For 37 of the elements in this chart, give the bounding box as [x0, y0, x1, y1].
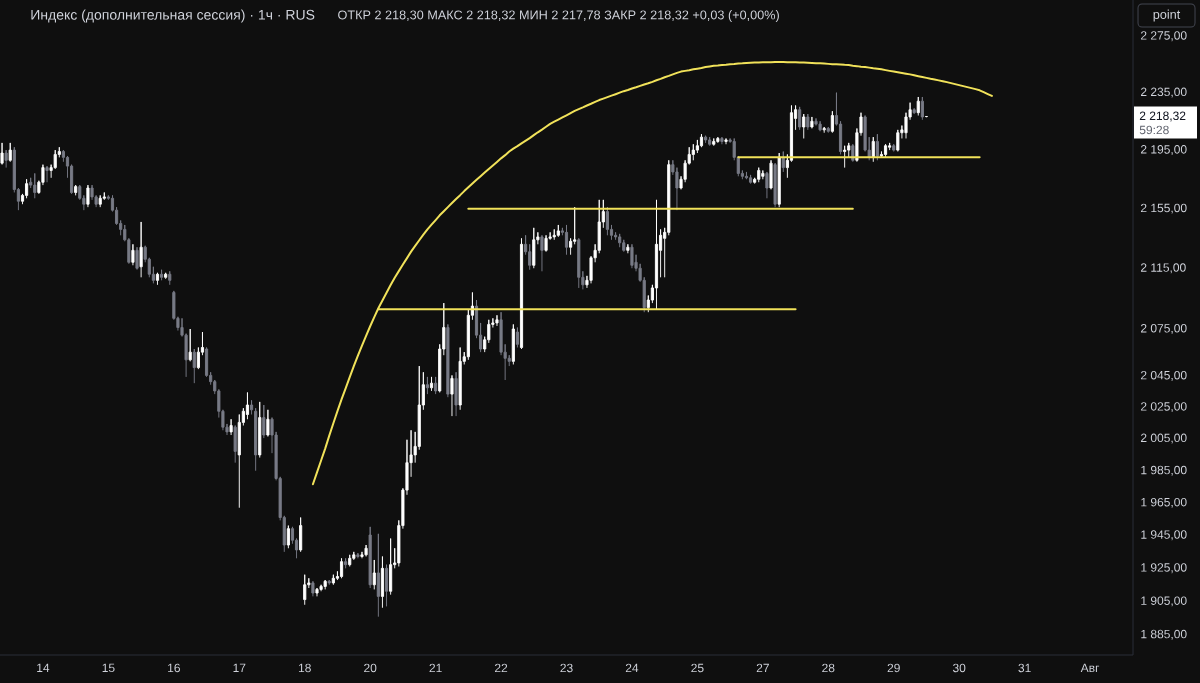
- y-tick-label: 1 945,00: [1141, 530, 1187, 541]
- y-tick-label: 1 885,00: [1141, 629, 1187, 640]
- text: Индекс (дополнительная сессия) · 1ч · RUS: [31, 9, 315, 23]
- text: ОТКР 2 218,30 МАКС 2 218,32 МИН 2 217,78 ЗАКР 2 218,32 +0,03 (+0,00%): [338, 10, 779, 22]
- x-tick-label: Авг: [1080, 663, 1100, 672]
- x-tick-label: 25: [691, 663, 704, 673]
- x-tick-label: 20: [364, 663, 377, 673]
- y-tick-label: 2 275,00: [1140, 31, 1187, 42]
- text: 59:28: [1139, 125, 1169, 135]
- y-tick-label: 1 925,00: [1141, 563, 1187, 574]
- y-tick-label: 2 005,00: [1140, 433, 1187, 444]
- y-tick-label: 1 965,00: [1141, 497, 1187, 508]
- x-tick-label: 30: [952, 663, 966, 673]
- y-tick-label: 2 235,00: [1140, 87, 1187, 98]
- x-tick-label: 29: [887, 663, 900, 673]
- y-tick-label: 1 905,00: [1141, 596, 1187, 607]
- y-tick-label: 2 075,00: [1140, 324, 1187, 334]
- x-tick-label: 14: [37, 663, 50, 672]
- x-tick-label: 15: [102, 663, 115, 673]
- x-tick-label: 27: [756, 663, 769, 673]
- x-tick-label: 18: [298, 663, 311, 673]
- x-tick-label: 28: [822, 663, 835, 673]
- y-tick-label: 2 045,00: [1140, 370, 1187, 381]
- x-tick-label: 16: [168, 663, 180, 673]
- x-tick-label: 31: [1018, 663, 1031, 673]
- x-tick-label: 24: [625, 663, 639, 673]
- y-tick-label: 2 195,00: [1140, 145, 1187, 156]
- x-tick-label: 17: [233, 663, 246, 672]
- y-tick-label: 2 155,00: [1140, 203, 1187, 214]
- y-tick-label: 1 985,00: [1141, 465, 1187, 476]
- text: 2 218,32: [1139, 111, 1186, 122]
- y-tick-label: 2 025,00: [1140, 402, 1187, 413]
- x-tick-label: 22: [494, 663, 508, 673]
- y-tick-label: 2 115,00: [1140, 263, 1186, 274]
- x-tick-label: 23: [560, 663, 573, 673]
- x-tick-label: 21: [429, 663, 442, 673]
- text: point: [1153, 9, 1181, 22]
